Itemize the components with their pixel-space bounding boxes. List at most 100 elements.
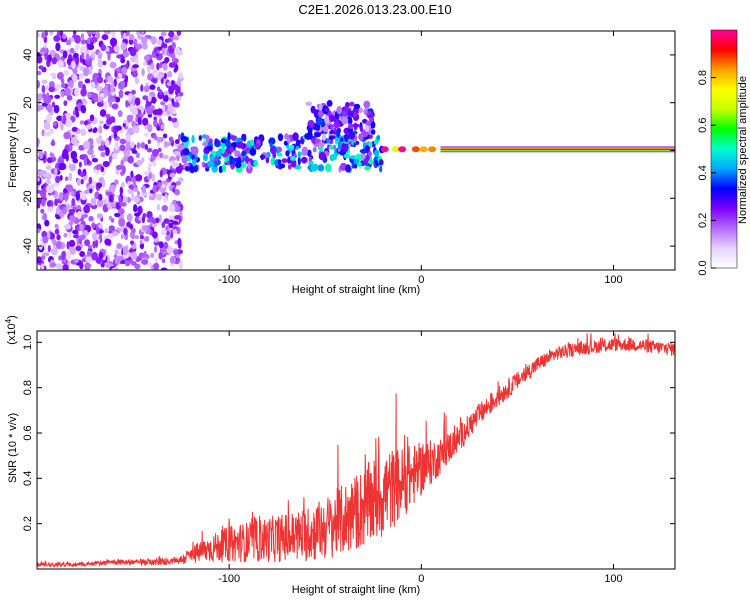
heat-cell (68, 208, 76, 214)
colorbar-label: Normalized spectral amplitude (737, 76, 749, 224)
heat-cell (100, 166, 105, 173)
heat-cell (358, 107, 364, 113)
snr-multiplier-suffix: ) (6, 315, 18, 319)
heat-cell (144, 132, 149, 137)
heat-cell (359, 132, 364, 142)
spectrogram-panel: -100 0 100 -40 -20 0 20 40 Height of straight l… (7, 30, 676, 296)
heat-cell (336, 129, 340, 138)
heat-cell (58, 255, 62, 261)
heat-cell (122, 195, 128, 204)
heat-cell (363, 100, 371, 109)
heat-cell (130, 170, 134, 178)
heat-cell (88, 244, 92, 249)
heat-cell (119, 186, 124, 195)
heat-cell (128, 38, 134, 45)
heat-cell (163, 218, 170, 224)
heat-cell (312, 147, 317, 153)
heat-cell (159, 89, 163, 96)
heat-cell (368, 141, 373, 148)
heat-cell (171, 220, 179, 225)
heat-cell (91, 158, 99, 163)
heat-cell (47, 206, 54, 212)
heat-cell (146, 64, 151, 74)
heat-cell (357, 161, 362, 168)
heat-cell (144, 225, 148, 234)
y-tick-label: 20 (22, 97, 34, 109)
heat-cell (45, 85, 50, 91)
heat-cell (244, 155, 249, 164)
heat-cell (42, 173, 50, 178)
heat-cell (37, 189, 41, 194)
heat-cell (42, 252, 50, 257)
heat-cell (77, 80, 84, 89)
heat-cell (333, 122, 341, 129)
heat-cell (104, 238, 111, 246)
heat-cell (122, 246, 129, 256)
snr-frame (36, 330, 676, 570)
heat-cell (79, 251, 85, 257)
heat-cell (54, 223, 59, 229)
heat-cell (305, 133, 312, 140)
heat-cell (171, 161, 176, 169)
heat-cell (242, 133, 247, 142)
heat-cell (336, 106, 343, 115)
heat-cell (181, 155, 188, 164)
heat-cell (88, 215, 94, 222)
heat-cell (337, 141, 343, 150)
heat-cell (321, 133, 327, 141)
heat-cell (55, 263, 63, 270)
heat-cell (146, 147, 153, 153)
heat-cell (147, 139, 151, 145)
heat-cell (43, 121, 51, 131)
heat-cell (167, 104, 174, 113)
y-tick-label: 0.2 (22, 516, 34, 531)
heat-cell (46, 103, 53, 113)
heat-cell (100, 44, 107, 52)
heat-cell (63, 69, 69, 76)
heat-cell (161, 205, 168, 212)
heat-cell (328, 114, 335, 123)
heat-cell (131, 251, 138, 260)
heat-cell (84, 263, 92, 268)
heat-cell (162, 258, 166, 264)
heat-cell (137, 191, 141, 196)
heat-cell (114, 141, 119, 151)
heat-cell (114, 96, 121, 103)
heat-cell (62, 206, 67, 215)
heat-cell (43, 131, 51, 137)
heat-cell (301, 146, 309, 156)
heat-cell (142, 42, 148, 50)
heat-cell (162, 63, 168, 71)
snr-multiplier-exponent: 4 (4, 318, 13, 323)
heat-cell (51, 57, 58, 65)
heat-cell (126, 114, 134, 120)
heat-cell (353, 103, 361, 110)
heat-cell (143, 250, 147, 257)
heat-cell (287, 156, 291, 164)
heat-cell (107, 75, 114, 83)
heat-cell (149, 84, 156, 90)
heat-cell (177, 133, 182, 141)
heat-cell (419, 146, 428, 153)
heat-cell (157, 39, 163, 46)
heat-cell (58, 162, 66, 171)
heat-cell (428, 146, 437, 153)
heat-cell (324, 115, 330, 124)
heat-cell (203, 153, 208, 162)
x-tick-label: 0 (418, 573, 424, 585)
heat-cell (120, 80, 126, 88)
heat-cell (97, 198, 104, 208)
x-tick-label: 0 (418, 274, 424, 286)
heat-cell (229, 155, 233, 162)
heat-cell (198, 135, 202, 141)
heat-cell (90, 81, 96, 90)
heat-cell (205, 135, 210, 143)
heat-cell (324, 107, 330, 112)
snr-multiplier-prefix: (x10 (6, 323, 18, 344)
heat-cell (78, 161, 82, 168)
heat-cell (147, 262, 153, 268)
heat-cell (114, 179, 119, 185)
heat-cell (73, 52, 79, 59)
heat-cell (343, 153, 350, 159)
heat-cell (53, 104, 60, 114)
